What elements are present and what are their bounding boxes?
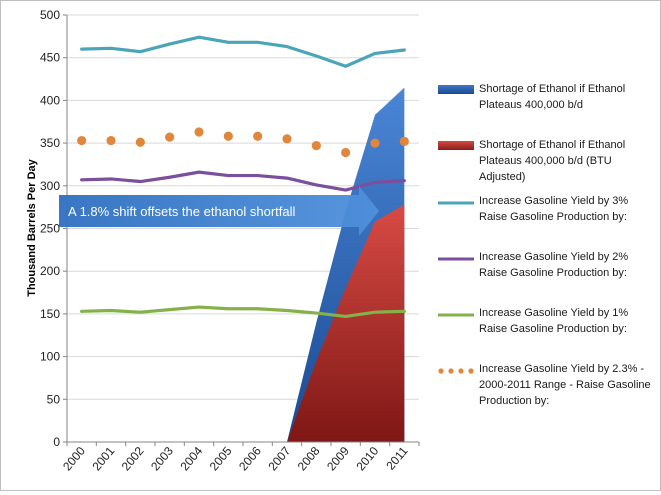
legend-item-yield-range: Increase Gasoline Yield by 2.3% - 2000-2… <box>438 361 658 405</box>
x-tick-label-2010: 2010 <box>353 444 381 474</box>
y-tick-label-400: 400 <box>40 93 60 107</box>
x-tick-label-2003: 2003 <box>148 444 176 474</box>
legend-line-yield-2pct <box>438 255 474 263</box>
legend-line-yield-1pct <box>438 311 474 319</box>
legend-dots-yield-range <box>438 367 474 375</box>
legend-label-yield-2pct: Increase Gasoline Yield by 2% Raise Gaso… <box>479 249 657 281</box>
legend-label-yield-1pct: Increase Gasoline Yield by 1% Raise Gaso… <box>479 305 657 337</box>
line-yield-3pct <box>82 37 405 66</box>
x-tick-label-2001: 2001 <box>89 444 117 474</box>
y-tick-label-50: 50 <box>47 392 61 406</box>
x-tick-label-2004: 2004 <box>177 444 205 474</box>
y-tick-label-300: 300 <box>40 179 60 193</box>
x-tick-label-2007: 2007 <box>265 444 293 474</box>
dot-yield-range-2000 <box>77 136 86 145</box>
y-tick-label-500: 500 <box>40 8 60 22</box>
dot-yield-range-2002 <box>136 138 145 147</box>
y-tick-label-450: 450 <box>40 51 60 65</box>
dot-yield-range-2005 <box>224 132 233 141</box>
dot-yield-range-2010 <box>370 139 379 148</box>
y-tick-label-100: 100 <box>40 350 60 364</box>
y-tick-label-200: 200 <box>40 264 60 278</box>
legend-label-shortage-btu: Shortage of Ethanol if Ethanol Plateaus … <box>479 137 657 185</box>
legend-label-yield-3pct: Increase Gasoline Yield by 3% Raise Gaso… <box>479 193 657 225</box>
dot-yield-range-2006 <box>253 132 262 141</box>
dot-yield-range-2007 <box>282 134 291 143</box>
area-series <box>287 88 404 442</box>
dot-yield-range-2003 <box>165 133 174 142</box>
dot-yield-range-2008 <box>312 141 321 150</box>
x-tick-label-2006: 2006 <box>236 444 264 474</box>
dot-yield-range-2009 <box>341 148 350 157</box>
legend-line-yield-3pct <box>438 199 474 207</box>
legend-item-yield-2pct: Increase Gasoline Yield by 2% Raise Gaso… <box>438 249 658 293</box>
y-axis-label: Thousand Barrels Per Day <box>26 158 38 296</box>
dot-yield-range-2001 <box>106 136 115 145</box>
legend-label-shortage: Shortage of Ethanol if Ethanol Plateaus … <box>479 81 657 113</box>
legend-item-shortage: Shortage of Ethanol if Ethanol Plateaus … <box>438 81 658 125</box>
x-tick-label-2009: 2009 <box>324 444 352 474</box>
annotation-text: A 1.8% shift offsets the ethanol shortfa… <box>68 204 296 219</box>
y-tick-label-250: 250 <box>40 222 60 236</box>
x-tick-label-2002: 2002 <box>119 444 147 474</box>
x-tick-label-2000: 2000 <box>60 444 88 474</box>
x-tick-label-2005: 2005 <box>207 444 235 474</box>
y-tick-label-350: 350 <box>40 136 60 150</box>
legend-item-yield-3pct: Increase Gasoline Yield by 3% Raise Gaso… <box>438 193 658 237</box>
legend-label-yield-range: Increase Gasoline Yield by 2.3% - 2000-2… <box>479 361 657 409</box>
dot-yield-range-2011 <box>400 137 409 146</box>
y-tick-label-0: 0 <box>53 435 60 449</box>
legend-swatch-shortage-btu <box>438 141 474 150</box>
legend-item-shortage-btu: Shortage of Ethanol if Ethanol Plateaus … <box>438 137 658 181</box>
legend-swatch-shortage <box>438 85 474 94</box>
y-tick-label-150: 150 <box>40 307 60 321</box>
x-tick-label-2008: 2008 <box>295 444 323 474</box>
legend-item-yield-1pct: Increase Gasoline Yield by 1% Raise Gaso… <box>438 305 658 349</box>
dot-yield-range-2004 <box>194 127 203 136</box>
x-tick-label-2011: 2011 <box>383 444 411 473</box>
